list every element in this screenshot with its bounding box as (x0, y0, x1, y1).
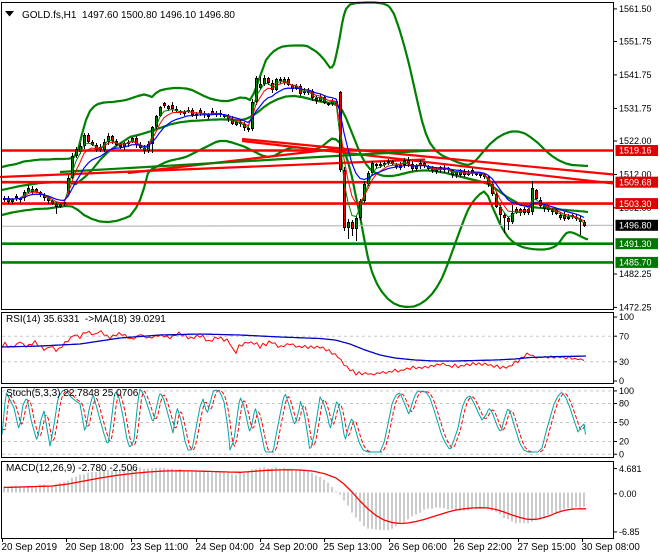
svg-text:100: 100 (619, 312, 634, 322)
svg-text:30: 30 (619, 357, 629, 367)
svg-text:24 Sep 20:00: 24 Sep 20:00 (260, 542, 319, 553)
svg-text:20 Sep 18:00: 20 Sep 18:00 (66, 542, 125, 553)
svg-text:GOLD.fs,H1 1497.60 1500.80 14: GOLD.fs,H1 1497.60 1500.80 1496.10 1496.… (22, 10, 235, 21)
svg-text:20 Sep 2019: 20 Sep 2019 (2, 542, 58, 553)
svg-text:Stoch(5,3,3) 22.7848 25.0706: Stoch(5,3,3) 22.7848 25.0706 (6, 388, 139, 399)
svg-text:1519.16: 1519.16 (619, 146, 652, 156)
svg-text:26 Sep 06:00: 26 Sep 06:00 (389, 542, 448, 553)
svg-text:1561.50: 1561.50 (619, 4, 652, 14)
svg-text:1522.00: 1522.00 (619, 136, 652, 146)
svg-text:70: 70 (619, 331, 629, 341)
svg-text:20: 20 (619, 437, 629, 447)
svg-text:24 Sep 04:00: 24 Sep 04:00 (196, 542, 255, 553)
svg-text:RSI(14) 35.6331 ->MA(18) 39.0: RSI(14) 35.6331 ->MA(18) 39.0291 (6, 314, 166, 325)
svg-text:0.00: 0.00 (619, 489, 637, 499)
svg-text:26 Sep 22:00: 26 Sep 22:00 (454, 542, 513, 553)
svg-text:100: 100 (619, 386, 634, 396)
svg-text:0: 0 (619, 376, 624, 386)
svg-text:1491.30: 1491.30 (619, 239, 652, 249)
svg-text:1472.25: 1472.25 (619, 303, 652, 313)
svg-text:1482.25: 1482.25 (619, 269, 652, 279)
svg-text:50: 50 (619, 418, 629, 428)
svg-text:0: 0 (619, 449, 624, 459)
svg-text:1496.80: 1496.80 (619, 221, 652, 231)
svg-text:1485.70: 1485.70 (619, 258, 652, 268)
svg-text:1551.75: 1551.75 (619, 37, 652, 47)
svg-text:27 Sep 15:00: 27 Sep 15:00 (518, 542, 577, 553)
svg-text:MACD(12,26,9) -2.780 -2.506: MACD(12,26,9) -2.780 -2.506 (6, 463, 138, 474)
svg-text:1531.75: 1531.75 (619, 104, 652, 114)
svg-text:1512.00: 1512.00 (619, 170, 652, 180)
svg-text:25 Sep 13:00: 25 Sep 13:00 (324, 542, 383, 553)
svg-text:1503.30: 1503.30 (619, 199, 652, 209)
svg-text:80: 80 (619, 399, 629, 409)
svg-text:-6.85: -6.85 (619, 527, 640, 537)
svg-text:4.681: 4.681 (619, 464, 642, 474)
svg-text:30 Sep 08:00: 30 Sep 08:00 (582, 542, 641, 553)
svg-text:23 Sep 11:00: 23 Sep 11:00 (131, 542, 189, 553)
svg-text:1541.75: 1541.75 (619, 70, 652, 80)
svg-text:1509.68: 1509.68 (619, 177, 652, 187)
